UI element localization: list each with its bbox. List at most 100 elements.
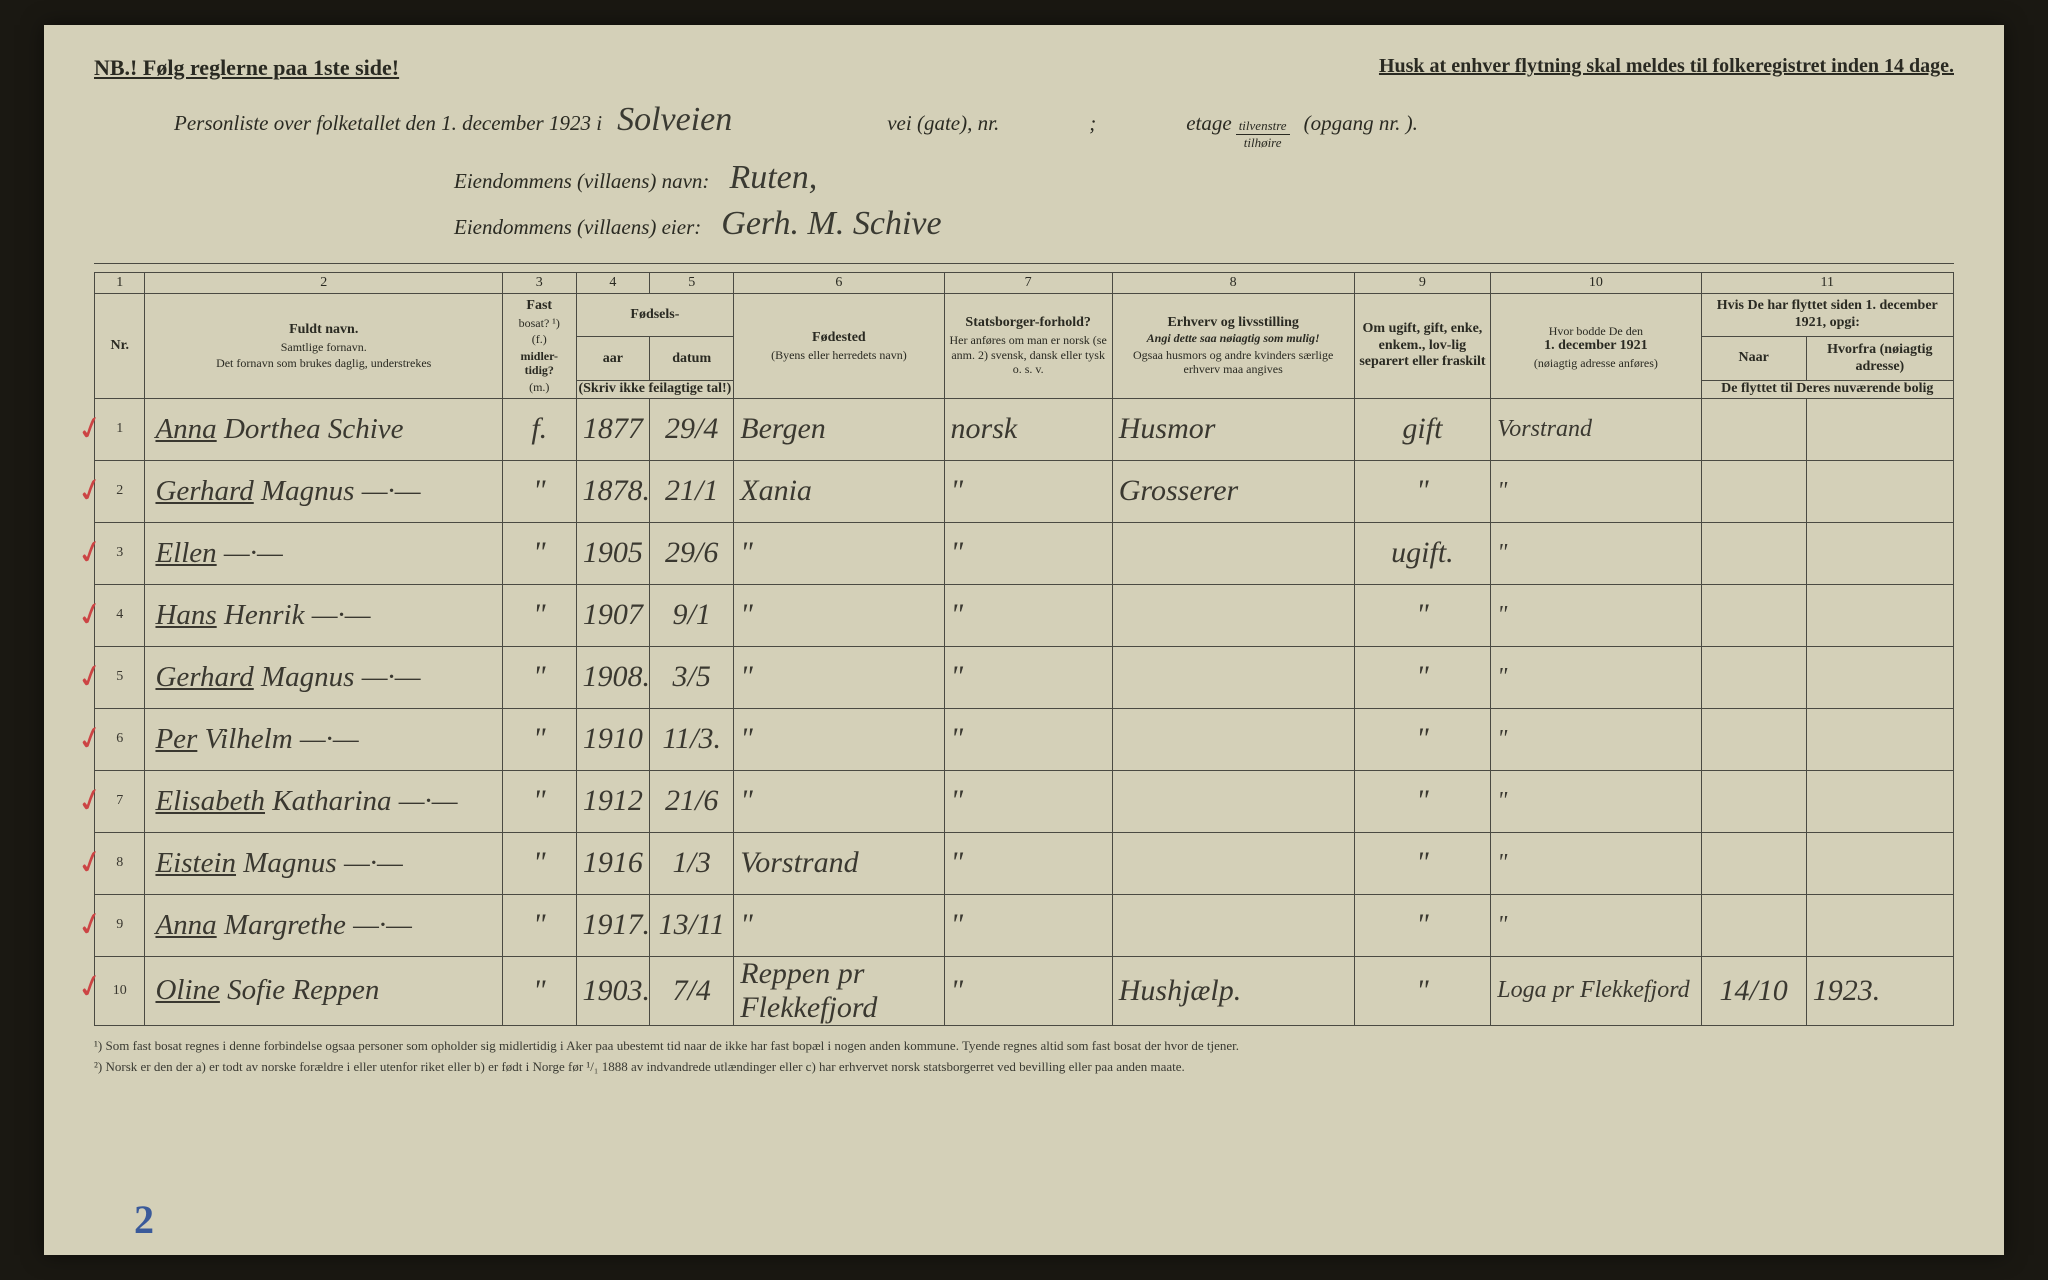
cell-name: Elisabeth Katharina —·— [145,770,502,832]
hdr-aar-note: (Skriv ikke feilagtige tal!) [576,380,734,398]
colnum-10: 10 [1491,273,1701,294]
cell-datum: 11/3. [650,708,734,770]
hdr-name-main: Fuldt navn. [289,322,358,337]
cell-hvorfra [1806,584,1953,646]
cell-erhverv [1112,708,1354,770]
red-check-mark: ✓ [73,778,109,822]
cell-statsborger: " [944,832,1112,894]
colnum-9: 9 [1354,273,1491,294]
column-number-row: 1 2 3 4 5 6 7 8 9 10 11 [95,273,1954,294]
colnum-6: 6 [734,273,944,294]
colnum-4: 4 [576,273,650,294]
cell-aar: 1903. [576,956,650,1025]
cell-statsborger: " [944,522,1112,584]
cell-bodde: " [1491,646,1701,708]
hdr-hvorfra: Hvorfra (nøiagtig adresse) [1806,337,1953,380]
title-prefix: Personliste over folketallet den 1. dece… [174,111,602,136]
hdr-erhverv: Erhverv og livsstilling Angi dette saa n… [1112,294,1354,399]
cell-bodde: Loga pr Flekkefjord [1491,956,1701,1025]
villa-name-hw: Ruten, [729,159,817,197]
colnum-1: 1 [95,273,145,294]
cell-nr: ✓10 [95,956,145,1025]
title-block: Personliste over folketallet den 1. dece… [174,101,1954,243]
cell-aar: 1910 [576,708,650,770]
header-row-1: Nr. Fuldt navn. Samtlige fornavn. Det fo… [95,294,1954,337]
cell-nr: ✓3 [95,522,145,584]
cell-fast: " [502,708,576,770]
subtitle-villa-owner: Eiendommens (villaens) eier: Gerh. M. Sc… [454,205,1954,243]
cell-hvorfra: 1923. [1806,956,1953,1025]
cell-hvorfra [1806,460,1953,522]
cell-naar [1701,522,1806,584]
frac-bot: tilhøire [1236,135,1290,151]
etage-label: etage [1186,111,1231,136]
hdr-fodsels: Fødsels- [576,294,734,337]
cell-name: Anna Margrethe —·— [145,894,502,956]
cell-fodested: " [734,522,944,584]
subtitle-villa-name: Eiendommens (villaens) navn: Ruten, [454,159,1954,197]
cell-statsborger: " [944,646,1112,708]
footnote-2: ²) Norsk er den der a) er todt av norske… [94,1057,1954,1078]
hdr-stats-sub: Her anføres om man er norsk (se anm. 2) … [949,333,1108,376]
cell-aar: 1908. [576,646,650,708]
cell-fast: " [502,460,576,522]
cell-sivilstand: " [1354,708,1491,770]
cell-bodde: " [1491,522,1701,584]
cell-naar [1701,894,1806,956]
cell-aar: 1878. [576,460,650,522]
red-check-mark: ✓ [73,654,109,698]
cell-statsborger: " [944,708,1112,770]
husk-warning: Husk at enhver flytning skal meldes til … [1379,55,1954,81]
cell-fast: " [502,894,576,956]
cell-erhverv [1112,894,1354,956]
cell-fast: " [502,584,576,646]
vei-gate-label: vei (gate), nr. [887,111,999,136]
table-head: 1 2 3 4 5 6 7 8 9 10 11 Nr. Fuldt navn. … [95,273,1954,399]
cell-aar: 1916 [576,832,650,894]
table-row: ✓9Anna Margrethe —·—"1917.13/11"""" [95,894,1954,956]
cell-fodested: " [734,894,944,956]
cell-fodested: Vorstrand [734,832,944,894]
cell-fodested: " [734,584,944,646]
cell-fast: " [502,522,576,584]
hdr-fast-s4: (m.) [507,380,572,394]
cell-name: Eistein Magnus —·— [145,832,502,894]
cell-statsborger: " [944,770,1112,832]
table-body: ✓1Anna Dorthea Schivef.187729/4Bergennor… [95,398,1954,1025]
table-row: ✓10Oline Sofie Reppen"1903.7/4Reppen pr … [95,956,1954,1025]
cell-statsborger: norsk [944,398,1112,460]
red-check-mark: ✓ [73,840,109,884]
hdr-nr: Nr. [95,294,145,399]
cell-naar [1701,708,1806,770]
villa-owner-label: Eiendommens (villaens) eier: [454,215,701,240]
cell-datum: 3/5 [650,646,734,708]
cell-erhverv: Husmor [1112,398,1354,460]
hdr-ugift: Om ugift, gift, enke, enkem., lov-lig se… [1354,294,1491,399]
cell-nr: ✓9 [95,894,145,956]
cell-nr: ✓7 [95,770,145,832]
cell-fodested: Xania [734,460,944,522]
hdr-naar: Naar [1701,337,1806,380]
cell-sivilstand: " [1354,832,1491,894]
cell-aar: 1907 [576,584,650,646]
cell-nr: ✓5 [95,646,145,708]
hdr-erhverv-s2: Ogsaa husmors og andre kvinders særlige … [1117,348,1350,377]
hdr-stats-main: Statsborger-forhold? [965,315,1090,330]
cell-erhverv [1112,522,1354,584]
cell-name: Anna Dorthea Schive [145,398,502,460]
cell-name: Per Vilhelm —·— [145,708,502,770]
nb-warning: NB.! Følg reglerne paa 1ste side! [94,55,399,81]
cell-datum: 29/4 [650,398,734,460]
red-check-mark: ✓ [73,406,109,450]
cell-statsborger: " [944,460,1112,522]
cell-bodde: Vorstrand [1491,398,1701,460]
cell-hvorfra [1806,522,1953,584]
cell-bodde: " [1491,894,1701,956]
cell-sivilstand: " [1354,460,1491,522]
header-row: NB.! Følg reglerne paa 1ste side! Husk a… [94,55,1954,81]
red-check-mark: ✓ [73,592,109,636]
cell-fodested: Bergen [734,398,944,460]
cell-hvorfra [1806,646,1953,708]
opgang-label: (opgang nr. ). [1304,111,1418,136]
table-row: ✓5Gerhard Magnus —·—"1908.3/5"""" [95,646,1954,708]
